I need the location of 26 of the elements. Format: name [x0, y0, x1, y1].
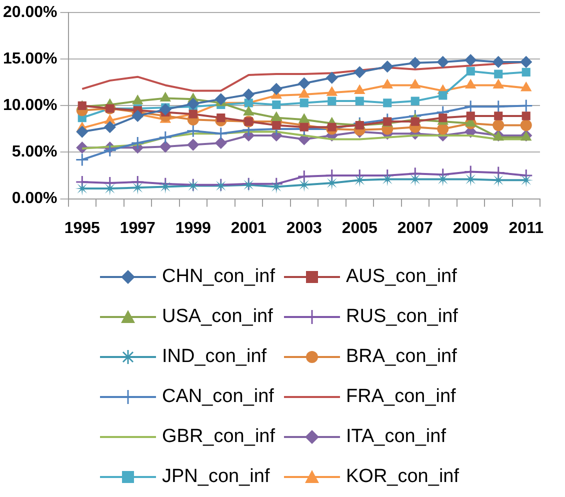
legend-label: GBR_con_inf — [162, 426, 276, 448]
legend-label: USA_con_inf — [162, 306, 273, 328]
x-tick-label: 2001 — [230, 220, 267, 237]
x-tick-label: 2005 — [342, 220, 378, 237]
y-tick-label: 15.00% — [3, 50, 58, 68]
legend-label: BRA_con_inf — [346, 346, 457, 368]
legend-label: IND_con_inf — [162, 346, 267, 368]
legend-label: ITA_con_inf — [346, 426, 446, 448]
y-tick-label: 10.00% — [3, 97, 58, 114]
legend-label: RUS_con_inf — [346, 306, 458, 328]
legend-label: CAN_con_inf — [162, 386, 274, 408]
y-tick-label: 20.00% — [3, 4, 58, 22]
x-tick-label: 1997 — [120, 220, 156, 237]
legend-label: KOR_con_inf — [346, 466, 460, 488]
legend-label: AUS_con_inf — [346, 266, 457, 288]
y-tick-label: 5.00% — [12, 144, 58, 161]
x-tick-label: 2003 — [286, 220, 322, 237]
legend-label: JPN_con_inf — [162, 466, 270, 488]
legend-label: FRA_con_inf — [346, 386, 456, 408]
x-tick-label: 2009 — [452, 220, 489, 237]
x-tick-label: 1999 — [175, 220, 212, 237]
y-tick-label: 0.00% — [12, 190, 58, 208]
legend-label: CHN_con_inf — [162, 266, 275, 288]
x-tick-label: 2011 — [508, 220, 544, 237]
x-tick-label: 2007 — [397, 220, 434, 237]
x-tick-label: 1995 — [64, 220, 100, 237]
